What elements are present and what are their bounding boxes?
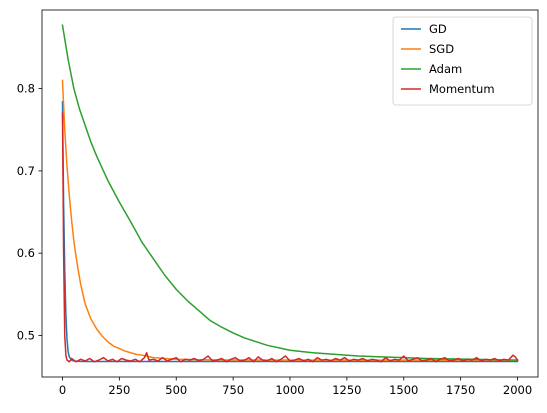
y-tick-label: 0.7 — [17, 164, 35, 178]
x-tick-label: 1500 — [389, 383, 418, 397]
series-layer — [61, 24, 519, 363]
x-tick-label: 1750 — [446, 383, 475, 397]
legend-label-adam: Adam — [429, 62, 462, 76]
legend-label-momentum: Momentum — [429, 82, 495, 96]
legend: GD SGD Adam Momentum — [392, 16, 533, 106]
legend-label-sgd: SGD — [429, 42, 454, 56]
x-tick-label: 1250 — [332, 383, 361, 397]
y-tick-label: 0.8 — [17, 82, 35, 96]
x-axis: 0 250 500 750 1000 1250 1500 1750 2000 — [59, 377, 532, 397]
y-axis: 0.5 0.6 0.7 0.8 — [17, 82, 42, 342]
x-tick-label: 0 — [59, 383, 66, 397]
x-tick-label: 750 — [222, 383, 244, 397]
y-tick-label: 0.6 — [17, 246, 35, 260]
legend-label-gd: GD — [429, 22, 447, 36]
x-tick-label: 2000 — [503, 383, 532, 397]
legend-box — [392, 16, 533, 106]
series-line-momentum — [61, 112, 519, 363]
x-tick-label: 1000 — [275, 383, 304, 397]
x-tick-label: 250 — [108, 383, 130, 397]
series-line-adam — [61, 24, 519, 361]
y-tick-label: 0.5 — [17, 328, 35, 342]
x-tick-label: 500 — [165, 383, 187, 397]
series-line-sgd — [61, 79, 519, 361]
